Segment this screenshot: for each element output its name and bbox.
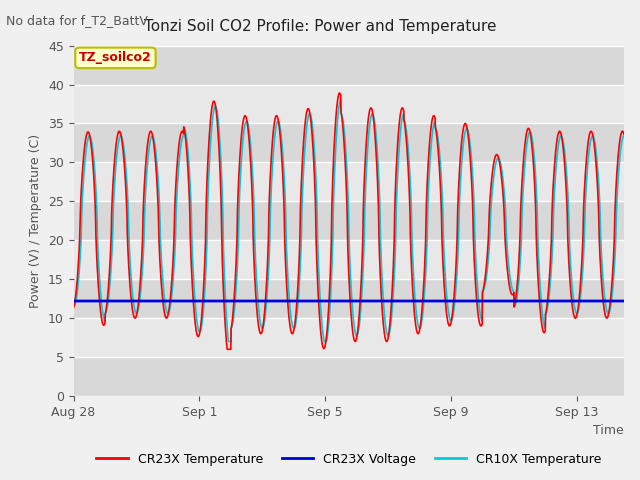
- Bar: [74, 357, 624, 396]
- Bar: [74, 162, 624, 201]
- Bar: [74, 240, 624, 279]
- Text: Tonzi Soil CO2 Profile: Power and Temperature: Tonzi Soil CO2 Profile: Power and Temper…: [144, 19, 496, 34]
- Text: No data for f_T2_BattV: No data for f_T2_BattV: [6, 14, 148, 27]
- Bar: [74, 46, 624, 84]
- Legend: CR23X Temperature, CR23X Voltage, CR10X Temperature: CR23X Temperature, CR23X Voltage, CR10X …: [92, 448, 606, 471]
- Text: TZ_soilco2: TZ_soilco2: [79, 51, 152, 64]
- Bar: [74, 201, 624, 240]
- Bar: [74, 279, 624, 318]
- Y-axis label: Power (V) / Temperature (C): Power (V) / Temperature (C): [29, 134, 42, 308]
- Bar: [74, 318, 624, 357]
- Bar: [74, 123, 624, 162]
- X-axis label: Time: Time: [593, 424, 624, 437]
- Bar: [74, 84, 624, 123]
